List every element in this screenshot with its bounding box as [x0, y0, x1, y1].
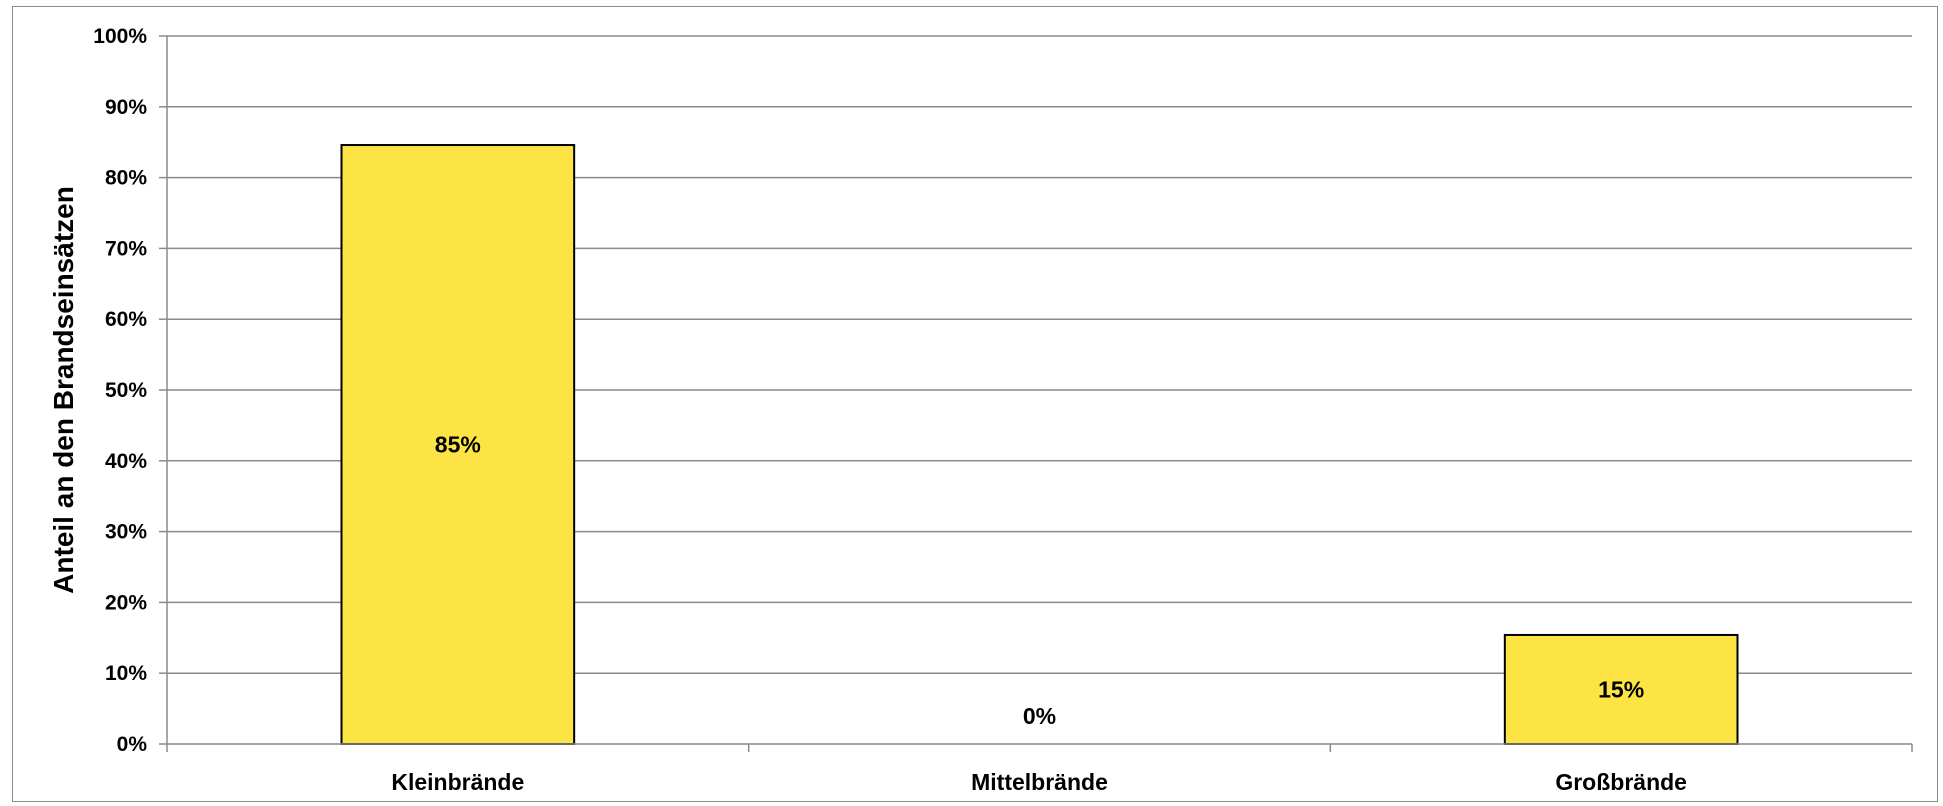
data-label: 0% — [1023, 703, 1056, 729]
y-tick-label: 70% — [105, 237, 147, 260]
y-tick-label: 100% — [93, 25, 147, 48]
y-tick-labels: 0% 10% 20% 30% 40% 50% 60% 70% 80% 90% 100% — [93, 25, 147, 756]
y-tick-label: 40% — [105, 450, 147, 473]
bars — [340, 144, 1739, 746]
y-tick-label: 80% — [105, 167, 147, 190]
x-category-label: Mittelbrände — [971, 769, 1108, 795]
x-category-labels: Kleinbrände Mittelbrände Großbrände — [391, 769, 1687, 795]
y-tick-label: 0% — [117, 733, 148, 756]
data-labels: 85% 0% 15% — [435, 432, 1644, 729]
y-tick-label: 60% — [105, 308, 147, 331]
bar — [1503, 633, 1739, 746]
chart-frame — [12, 6, 1938, 802]
y-tick-label: 50% — [105, 379, 147, 402]
y-tick-label: 10% — [105, 662, 147, 685]
x-category-label: Großbrände — [1555, 769, 1687, 795]
data-label: 85% — [435, 432, 481, 458]
data-label: 15% — [1598, 676, 1644, 702]
y-axis-title: Anteil an den Brandseinsätzen — [48, 186, 79, 594]
axes — [159, 35, 1913, 752]
y-tick-label: 30% — [105, 521, 147, 544]
x-category-label: Kleinbrände — [391, 769, 524, 795]
bar — [340, 144, 576, 746]
y-tick-label: 90% — [105, 96, 147, 119]
y-tick-label: 20% — [105, 591, 147, 614]
